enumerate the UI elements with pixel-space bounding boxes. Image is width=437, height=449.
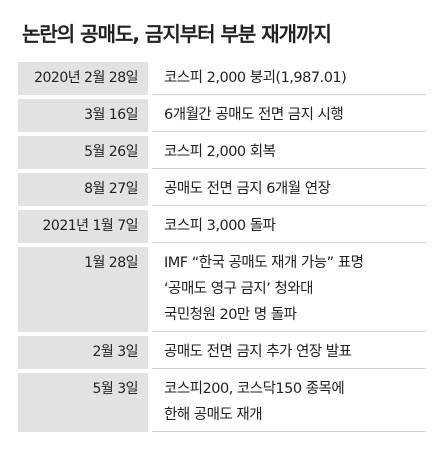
event-text: 국민청원 20만 명 돌파 xyxy=(164,307,297,323)
date-cell: 2020년 2월 28일 xyxy=(18,62,148,95)
event-cell: 공매도 전면 금지 추가 연장 발표 xyxy=(152,336,426,369)
event-cell: 코스피 2,000 회복 xyxy=(152,136,426,169)
event-text: 코스피200, 코스닥150 종목에 xyxy=(164,381,345,397)
date-cell: 5월 3일 xyxy=(18,373,148,432)
event-cell: 6개월간 공매도 전면 금지 시행 xyxy=(152,99,426,132)
event-text: 코스피 2,000 회복 xyxy=(164,144,276,160)
event-text: ‘공매도 영구 금지’ 청와대 xyxy=(164,281,313,297)
timeline-row: 3월 16일 6개월간 공매도 전면 금지 시행 xyxy=(18,99,426,132)
date-cell: 2월 3일 xyxy=(18,336,148,369)
title: 논란의 공매도, 금지부터 부분 재개까지 xyxy=(22,22,332,46)
timeline-row: 5월 3일 코스피200, 코스닥150 종목에 한해 공매도 재개 xyxy=(18,373,426,432)
date-cell: 2021년 1월 7일 xyxy=(18,210,148,243)
event-text: IMF “한국 공매도 재개 가능” 표명 xyxy=(164,255,364,271)
timeline-row: 2월 3일 공매도 전면 금지 추가 연장 발표 xyxy=(18,336,426,369)
timeline-row: 5월 26일 코스피 2,000 회복 xyxy=(18,136,426,169)
date-cell: 1월 28일 xyxy=(18,247,148,332)
date-cell: 8월 27일 xyxy=(18,173,148,206)
timeline-row: 2020년 2월 28일 코스피 2,000 붕괴(1,987.01) xyxy=(18,62,426,95)
event-cell: 공매도 전면 금지 6개월 연장 xyxy=(152,173,426,206)
event-text: 공매도 전면 금지 6개월 연장 xyxy=(164,181,331,197)
timeline-row: 2021년 1월 7일 코스피 3,000 돌파 xyxy=(18,210,426,243)
event-text: 코스피 3,000 돌파 xyxy=(164,218,276,234)
date-cell: 5월 26일 xyxy=(18,136,148,169)
event-text: 6개월간 공매도 전면 금지 시행 xyxy=(164,107,344,123)
event-text: 코스피 2,000 붕괴(1,987.01) xyxy=(164,70,347,86)
event-cell: 코스피 2,000 붕괴(1,987.01) xyxy=(152,62,426,95)
timeline-row: 1월 28일 IMF “한국 공매도 재개 가능” 표명 ‘공매도 영구 금지’ 청… xyxy=(18,247,426,332)
event-cell: 코스피 3,000 돌파 xyxy=(152,210,426,243)
event-text: 한해 공매도 재개 xyxy=(164,407,263,423)
event-text: 공매도 전면 금지 추가 연장 발표 xyxy=(164,344,352,360)
timeline-table: 2020년 2월 28일 코스피 2,000 붕괴(1,987.01) 3월 16일… xyxy=(18,62,426,436)
date-cell: 3월 16일 xyxy=(18,99,148,132)
timeline-row: 8월 27일 공매도 전면 금지 6개월 연장 xyxy=(18,173,426,206)
